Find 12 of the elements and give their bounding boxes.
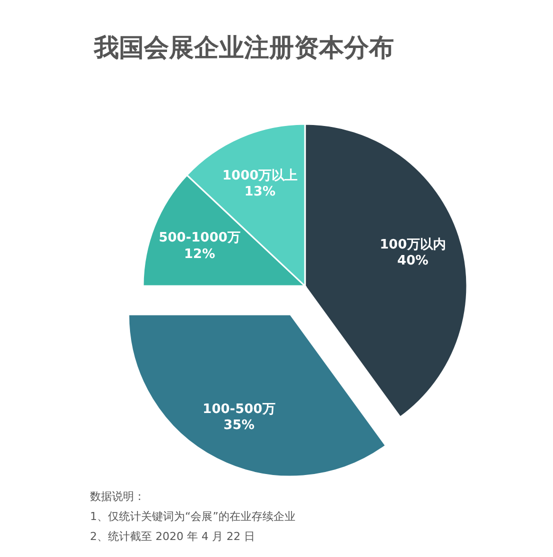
data-label: 13% — [244, 184, 276, 200]
data-label: 35% — [223, 418, 255, 434]
text: 2、统计截至 2020 年 4 月 22 日 — [90, 530, 255, 543]
slice-label: 100万以内 — [380, 237, 446, 252]
data-label: 40% — [397, 254, 428, 269]
text: 1、仅统计关键词为“会展”的在业存续企业 — [90, 510, 296, 523]
text: 数据说明： — [90, 490, 145, 503]
chart-title: 我国会展企业注册资本分布 — [93, 33, 394, 62]
slice-label: 100-500万 — [202, 402, 276, 417]
data-label: 12% — [184, 246, 216, 262]
slice-label: 500-1000万 — [158, 230, 240, 246]
slice-label: 1000万以上 — [222, 168, 298, 184]
